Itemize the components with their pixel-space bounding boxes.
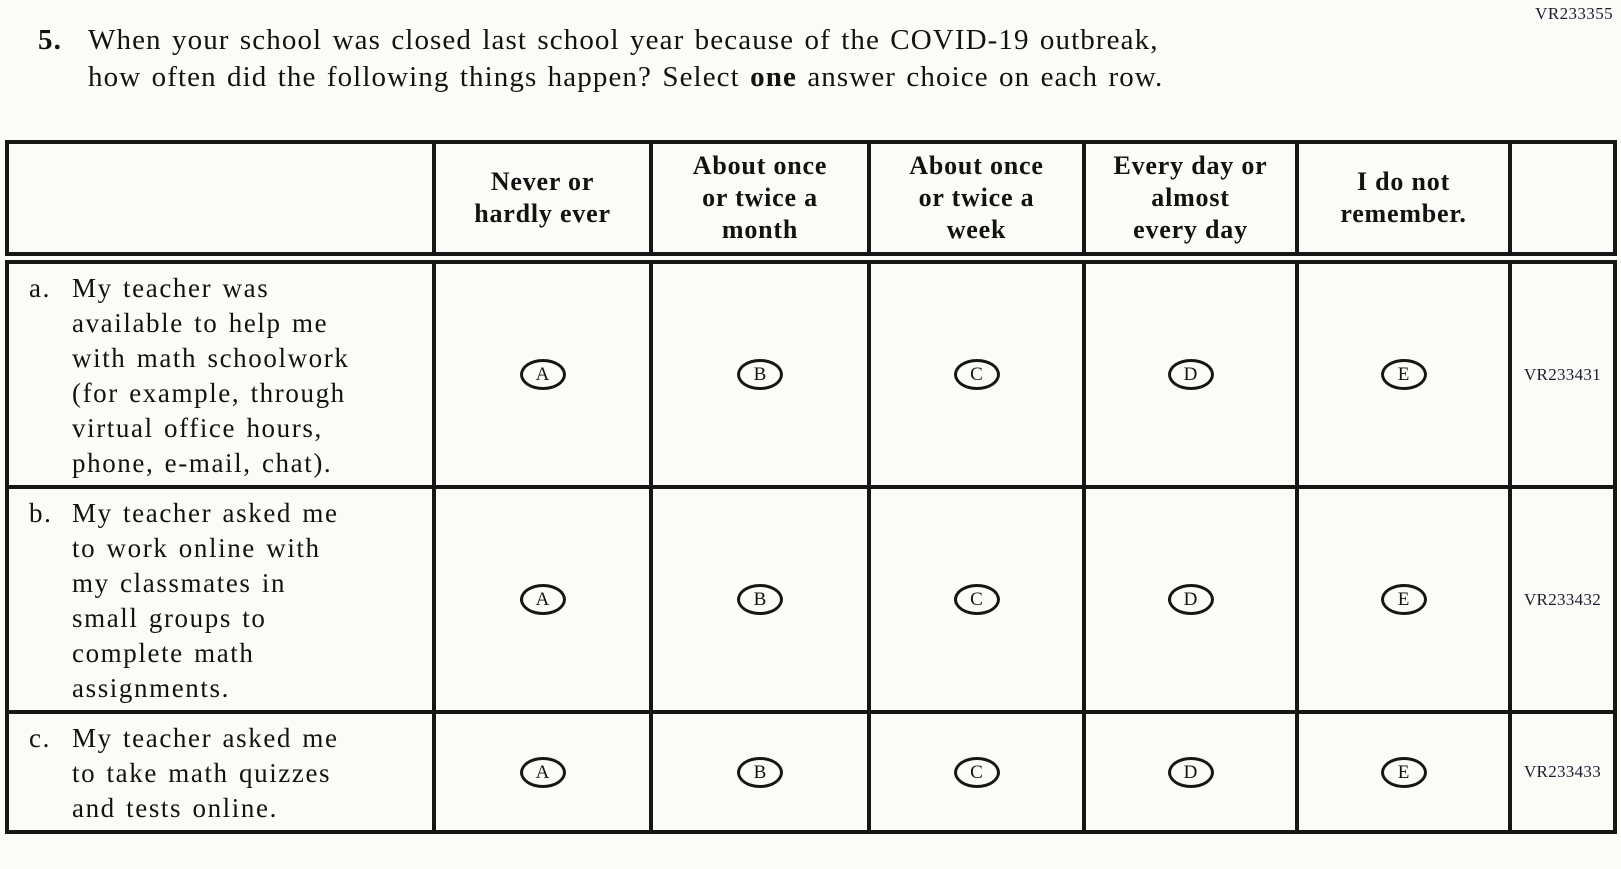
header-empty-cell: [5, 140, 436, 264]
row-label: b.: [29, 498, 53, 528]
answer-bubble-b[interactable]: B: [737, 756, 783, 788]
row-label: c.: [29, 723, 51, 753]
bubble-letter: B: [753, 761, 767, 783]
choice-cell-e: E: [1295, 256, 1512, 489]
choice-cell-a: A: [432, 485, 653, 714]
column-header-every-day: Every day or almost every day: [1082, 140, 1299, 264]
choice-cell-a: A: [432, 256, 653, 489]
choice-cell-b: B: [649, 710, 871, 834]
bubble-letter: B: [753, 364, 767, 385]
row-statement: My teacher asked me to take math quizzes…: [72, 723, 339, 823]
choice-cell-e: E: [1295, 485, 1512, 714]
bubble-letter: D: [1183, 589, 1198, 610]
answer-bubble-b[interactable]: B: [737, 584, 783, 615]
answer-bubble-d[interactable]: D: [1167, 359, 1214, 390]
question-bold-word: one: [750, 61, 797, 93]
table-row-c: c. My teacher asked me to take math quiz…: [5, 710, 1617, 834]
bubble-letter: E: [1397, 589, 1410, 610]
bubble-letter: D: [1183, 364, 1198, 385]
answer-bubble-e[interactable]: E: [1380, 359, 1427, 390]
bubble-letter: A: [535, 589, 550, 610]
bubble-letter: C: [970, 761, 983, 783]
response-grid: Never or hardly ever About once or twice…: [5, 140, 1617, 834]
question-number: 5.: [38, 24, 62, 56]
bubble-letter: C: [970, 589, 983, 610]
choice-cell-b: B: [649, 485, 871, 714]
question-text: When your school was closed last school …: [88, 22, 1163, 96]
column-header-do-not-remember: I do not remember.: [1295, 140, 1512, 264]
header-row: Never or hardly ever About once or twice…: [5, 140, 1617, 264]
column-header-once-twice-week: About once or twice a week: [867, 140, 1086, 264]
answer-bubble-c[interactable]: C: [953, 359, 1000, 390]
column-header-never: Never or hardly ever: [432, 140, 653, 264]
choice-cell-b: B: [649, 256, 871, 489]
choice-cell-a: A: [432, 710, 653, 834]
answer-bubble-b[interactable]: B: [737, 359, 783, 390]
table-row-a: a. My teacher was available to help me w…: [5, 256, 1617, 489]
choice-cell-c: C: [867, 710, 1086, 834]
statement-cell: b. My teacher asked me to work online wi…: [5, 485, 436, 714]
row-statement: My teacher asked me to work online with …: [72, 498, 339, 703]
question-line2-before: how often did the following things happe…: [88, 61, 751, 93]
choice-cell-d: D: [1082, 710, 1299, 834]
header-code-cell: [1508, 140, 1617, 264]
question-line2-after: answer choice on each row.: [796, 61, 1164, 93]
row-accession-code: VR233433: [1508, 710, 1617, 834]
row-statement: My teacher was available to help me with…: [72, 273, 350, 478]
answer-bubble-e[interactable]: E: [1380, 584, 1427, 615]
column-header-once-twice-month: About once or twice a month: [649, 140, 871, 264]
choice-cell-c: C: [867, 256, 1086, 489]
table-row-b: b. My teacher asked me to work online wi…: [5, 485, 1617, 714]
bubble-letter: E: [1397, 364, 1410, 385]
answer-bubble-c[interactable]: C: [953, 756, 1000, 788]
choice-cell-c: C: [867, 485, 1086, 714]
page-accession-code: VR233355: [1535, 4, 1613, 23]
statement-cell: a. My teacher was available to help me w…: [5, 256, 436, 489]
statement-cell: c. My teacher asked me to take math quiz…: [5, 710, 436, 834]
row-accession-code: VR233432: [1508, 485, 1617, 714]
answer-bubble-d[interactable]: D: [1167, 756, 1214, 788]
choice-cell-d: D: [1082, 256, 1299, 489]
answer-bubble-c[interactable]: C: [953, 584, 1000, 615]
question-line1: When your school was closed last school …: [88, 24, 1159, 56]
choice-cell-e: E: [1295, 710, 1512, 834]
choice-cell-d: D: [1082, 485, 1299, 714]
bubble-letter: C: [970, 364, 983, 385]
row-accession-code: VR233431: [1508, 256, 1617, 489]
answer-bubble-a[interactable]: A: [519, 756, 566, 788]
bubble-letter: A: [535, 364, 550, 385]
answer-bubble-a[interactable]: A: [519, 359, 566, 390]
row-label: a.: [29, 273, 51, 303]
question-block: 5. When your school was closed last scho…: [38, 22, 1163, 96]
answer-bubble-a[interactable]: A: [519, 584, 566, 615]
bubble-letter: B: [753, 589, 767, 610]
answer-bubble-e[interactable]: E: [1380, 756, 1427, 788]
bubble-letter: A: [535, 761, 550, 783]
answer-bubble-d[interactable]: D: [1167, 584, 1214, 615]
bubble-letter: D: [1183, 761, 1198, 783]
bubble-letter: E: [1397, 761, 1410, 783]
